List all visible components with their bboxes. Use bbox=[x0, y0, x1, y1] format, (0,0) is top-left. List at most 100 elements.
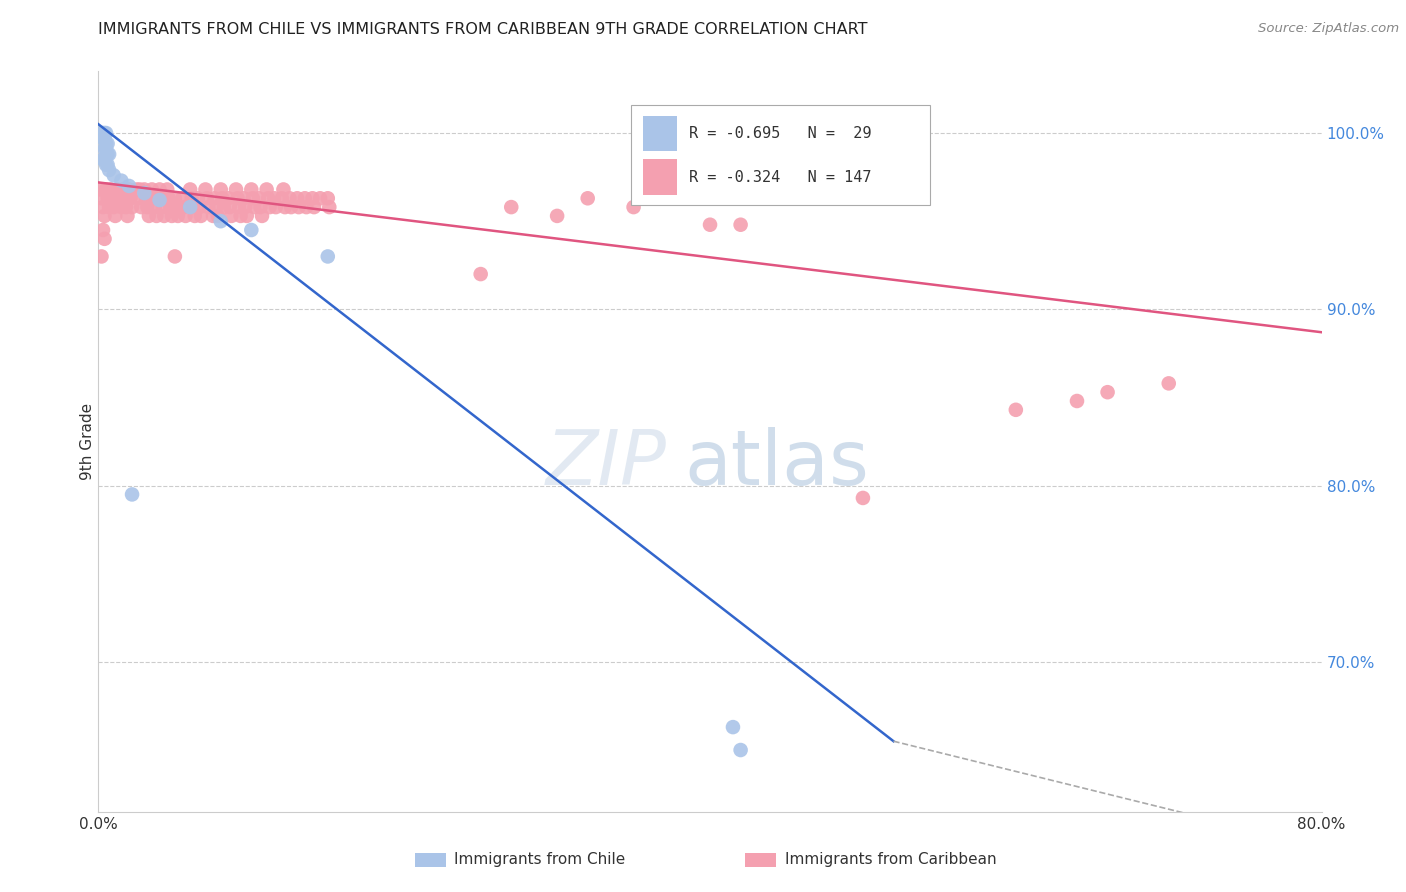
Point bbox=[121, 200, 143, 214]
Point bbox=[153, 209, 176, 223]
Point bbox=[159, 200, 181, 214]
Point bbox=[94, 158, 117, 172]
Point bbox=[225, 182, 247, 196]
Point bbox=[264, 200, 287, 214]
Point bbox=[221, 209, 243, 223]
Point bbox=[93, 131, 115, 145]
Point bbox=[134, 186, 156, 200]
Point bbox=[134, 182, 156, 196]
Point bbox=[142, 191, 165, 205]
Point bbox=[110, 174, 132, 188]
Point bbox=[184, 209, 207, 223]
Point bbox=[174, 209, 197, 223]
Point bbox=[232, 191, 254, 205]
Point bbox=[318, 200, 340, 214]
Text: R = -0.324   N = 147: R = -0.324 N = 147 bbox=[689, 169, 872, 185]
Point bbox=[190, 209, 212, 223]
Point bbox=[163, 249, 186, 263]
Point bbox=[90, 191, 112, 205]
Point bbox=[91, 200, 114, 214]
Point bbox=[576, 191, 599, 205]
Point bbox=[160, 209, 183, 223]
Point bbox=[1004, 402, 1026, 417]
Point bbox=[280, 200, 302, 214]
Point bbox=[97, 147, 120, 161]
Point bbox=[103, 200, 125, 214]
Point bbox=[202, 209, 225, 223]
Point bbox=[207, 209, 229, 223]
Point bbox=[247, 191, 270, 205]
Point bbox=[156, 182, 179, 196]
Point bbox=[98, 163, 121, 178]
Point bbox=[179, 200, 201, 214]
Point bbox=[229, 209, 252, 223]
Text: Immigrants from Caribbean: Immigrants from Caribbean bbox=[785, 853, 997, 867]
Point bbox=[187, 191, 209, 205]
Point bbox=[104, 209, 127, 223]
Point bbox=[120, 191, 142, 205]
Point bbox=[129, 200, 152, 214]
Point bbox=[135, 191, 157, 205]
Point bbox=[256, 182, 278, 196]
Point bbox=[295, 200, 318, 214]
Point bbox=[212, 200, 235, 214]
Point bbox=[204, 191, 226, 205]
Point bbox=[285, 191, 308, 205]
Point bbox=[91, 131, 114, 145]
Point bbox=[1097, 385, 1119, 400]
Point bbox=[287, 200, 309, 214]
Point bbox=[97, 136, 120, 151]
Point bbox=[623, 200, 645, 214]
Point bbox=[233, 200, 256, 214]
Point bbox=[211, 191, 233, 205]
Point bbox=[93, 142, 115, 156]
Text: R = -0.695   N =  29: R = -0.695 N = 29 bbox=[689, 126, 872, 141]
Point bbox=[226, 191, 249, 205]
Y-axis label: 9th Grade: 9th Grade bbox=[80, 403, 94, 480]
Point bbox=[127, 191, 149, 205]
Point bbox=[316, 249, 339, 263]
Point bbox=[249, 200, 271, 214]
Point bbox=[150, 191, 173, 205]
Point bbox=[228, 200, 250, 214]
Point bbox=[730, 743, 752, 757]
Text: Immigrants from Chile: Immigrants from Chile bbox=[454, 853, 626, 867]
Point bbox=[112, 191, 135, 205]
Point bbox=[546, 209, 568, 223]
Point bbox=[93, 209, 115, 223]
Point bbox=[179, 182, 201, 196]
Point bbox=[138, 209, 160, 223]
Point bbox=[181, 200, 204, 214]
Point bbox=[91, 223, 114, 237]
Point bbox=[730, 218, 752, 232]
Point bbox=[163, 191, 186, 205]
Point bbox=[125, 182, 148, 196]
Point bbox=[188, 200, 211, 214]
Point bbox=[107, 191, 129, 205]
Point bbox=[1157, 376, 1180, 391]
Point bbox=[165, 200, 187, 214]
Point bbox=[93, 126, 115, 140]
Bar bbox=[643, 116, 678, 152]
FancyBboxPatch shape bbox=[630, 104, 931, 204]
Point bbox=[93, 153, 115, 167]
Text: Source: ZipAtlas.com: Source: ZipAtlas.com bbox=[1258, 22, 1399, 36]
Point bbox=[205, 200, 228, 214]
Point bbox=[117, 209, 139, 223]
Point bbox=[250, 209, 273, 223]
Point bbox=[149, 193, 172, 207]
Point bbox=[270, 191, 292, 205]
Point bbox=[172, 191, 194, 205]
Point bbox=[97, 158, 120, 172]
Point bbox=[115, 200, 138, 214]
Point bbox=[721, 720, 744, 734]
Point bbox=[240, 182, 263, 196]
Point bbox=[94, 136, 117, 151]
Text: atlas: atlas bbox=[685, 426, 870, 500]
Point bbox=[93, 232, 115, 246]
Point bbox=[257, 191, 280, 205]
Point bbox=[141, 182, 163, 196]
Point bbox=[263, 191, 285, 205]
Point bbox=[194, 182, 217, 196]
Point bbox=[143, 200, 166, 214]
